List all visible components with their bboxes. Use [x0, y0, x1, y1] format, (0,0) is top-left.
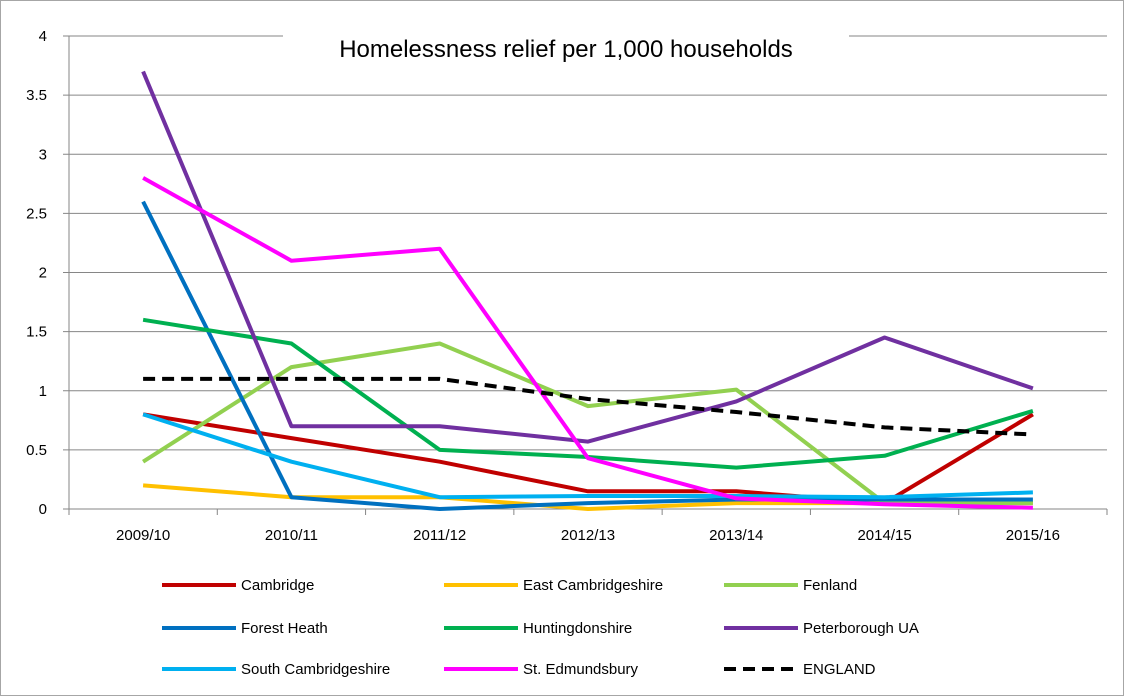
- legend-label-6: South Cambridgeshire: [241, 661, 390, 678]
- series-lines: [141, 70, 1034, 511]
- series-line-8: [143, 376, 1033, 437]
- legend-label-1: East Cambridgeshire: [523, 577, 663, 594]
- x-tick-label-0: 2009/10: [116, 527, 170, 544]
- chart-title-background: [283, 25, 849, 71]
- chart-title: Homelessness relief per 1,000 households: [339, 36, 793, 63]
- legend-label-7: St. Edmundsbury: [523, 661, 639, 678]
- x-tick-label-6: 2015/16: [1006, 527, 1060, 544]
- legend-label-4: Huntingdonshire: [523, 620, 632, 637]
- y-tick-label-6: 3: [39, 146, 47, 163]
- legend-label-2: Fenland: [803, 577, 857, 594]
- legend-label-8: ENGLAND: [803, 661, 876, 678]
- x-tick-label-3: 2012/13: [561, 527, 615, 544]
- series-line-2: [142, 341, 1033, 506]
- y-tick-label-1: 0.5: [26, 442, 47, 459]
- legend: Cambridge East Cambridgeshire Fenland Fores…: [162, 577, 919, 678]
- axes: 0 0.5 1 1.5 2 2.5 3 3.5 4 2009/10 2010/11 2011/12 20…: [26, 28, 1108, 544]
- x-tick-label-4: 2013/14: [709, 527, 763, 544]
- series-line-3: [141, 200, 1033, 511]
- series-line-5: [141, 70, 1034, 444]
- y-tick-label-4: 2: [39, 265, 47, 282]
- x-tick-label-1: 2010/11: [265, 527, 318, 544]
- y-tick-label-8: 4: [39, 28, 47, 45]
- gridlines: [69, 35, 1107, 451]
- y-tick-label-0: 0: [39, 501, 47, 518]
- legend-label-0: Cambridge: [241, 577, 314, 594]
- chart-title-group: Homelessness relief per 1,000 households: [283, 25, 849, 71]
- y-tick-label-2: 1: [39, 383, 47, 400]
- y-tick-label-5: 2.5: [26, 205, 47, 222]
- y-tick-label-3: 1.5: [26, 324, 47, 341]
- y-tick-label-7: 3.5: [26, 87, 47, 104]
- x-tick-label-2: 2011/12: [413, 527, 466, 544]
- x-tick-label-5: 2014/15: [857, 527, 911, 544]
- series-line-7: [142, 176, 1033, 510]
- series-line-6: [142, 412, 1033, 500]
- legend-label-3: Forest Heath: [241, 620, 328, 637]
- legend-label-5: Peterborough UA: [803, 620, 919, 637]
